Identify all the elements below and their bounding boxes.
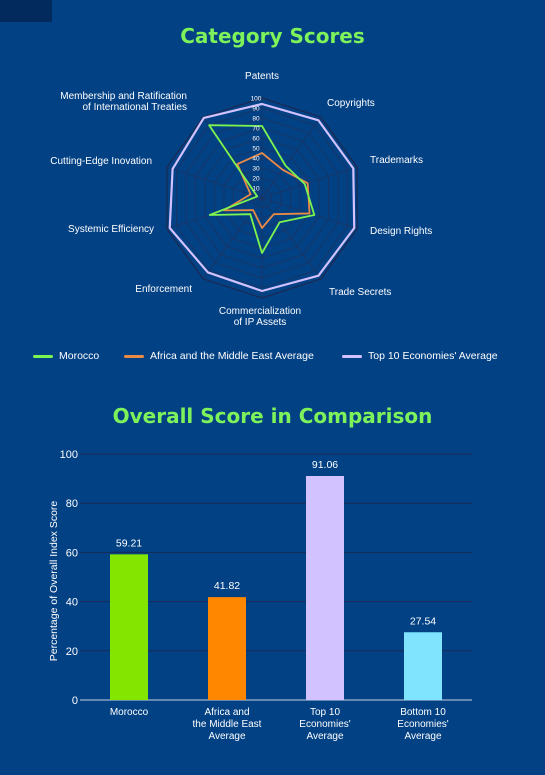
bar-bottom10 [404, 632, 442, 700]
bar-chart-title: Overall Score in Comparison [112, 404, 433, 428]
radar-axis-label: Trade Secrets [329, 287, 391, 298]
radar-axis-label: Copyrights [327, 98, 375, 109]
radar-chart-title: Category Scores [180, 24, 365, 48]
bar-morocco [110, 554, 148, 700]
radar-spoke [202, 197, 263, 280]
x-category-label: Top 10 [310, 707, 340, 718]
legend-label-top10: Top 10 Economies' Average [368, 350, 498, 362]
corner-block [0, 0, 52, 22]
legend-label-africa: Africa and the Middle East Average [150, 350, 314, 362]
x-category-label: Economies' [397, 719, 448, 730]
y-tick-label: 60 [66, 547, 78, 559]
radar-tick-label: 20 [252, 176, 260, 183]
radar-tick-label: 30 [252, 166, 260, 173]
radar-tick-label: 70 [252, 126, 260, 133]
bar-africa [208, 597, 246, 700]
y-tick-label: 0 [72, 695, 78, 707]
radar-series-top10 [168, 102, 356, 293]
radar-spoke [261, 197, 322, 280]
legend-item-africa: Africa and the Middle East Average [124, 350, 314, 362]
radar-axis-label: Design Rights [370, 226, 432, 237]
radar-axis-label: Commercialization [219, 306, 301, 317]
radar-legend: Morocco Africa and the Middle East Avera… [0, 350, 545, 366]
x-category-label: Africa and [204, 707, 249, 718]
radar-axis-label: of IP Assets [234, 317, 287, 328]
y-tick-label: 100 [60, 449, 78, 461]
bar-value-label: 27.54 [410, 615, 436, 627]
radar-tick-label: 40 [252, 156, 260, 163]
legend-swatch-africa [124, 354, 144, 358]
y-tick-label: 80 [66, 498, 78, 510]
radar-tick-label: 10 [252, 186, 260, 193]
bar-value-label: 41.82 [214, 580, 240, 592]
x-category-label: Bottom 10 [400, 707, 446, 718]
radar-axis-label: of International Treaties [82, 102, 187, 113]
x-category-label: Average [306, 731, 344, 742]
radar-spoke [261, 166, 358, 199]
bar-chart: 0 20 40 60 80 100 Percentage of Overall Index … [48, 449, 472, 742]
radar-axis-label: Trademarks [370, 155, 423, 166]
radar-axis-label: Enforcement [135, 284, 192, 295]
legend-item-top10: Top 10 Economies' Average [342, 350, 498, 362]
y-tick-label: 20 [66, 646, 78, 658]
radar-tick-label: 50 [252, 146, 260, 153]
radar-chart: 10 20 30 40 50 60 70 80 90 100 Patents Copyrights Tr… [50, 71, 432, 328]
x-category-label: the Middle East [193, 719, 262, 730]
x-category-label: Morocco [110, 707, 149, 718]
radar-tick-label: 100 [251, 96, 262, 103]
radar-tick-label: 60 [252, 136, 260, 143]
x-category-label: Average [208, 731, 246, 742]
bar-top10 [306, 475, 344, 700]
radar-tick-label: 80 [252, 116, 260, 123]
radar-spoke [261, 116, 322, 199]
y-tick-label: 40 [66, 597, 78, 609]
radar-axis-label: Patents [245, 71, 279, 82]
x-category-label: Economies' [299, 719, 350, 730]
radar-axis-label: Cutting-Edge Inovation [50, 156, 152, 167]
legend-swatch-morocco [33, 354, 53, 358]
legend-item-morocco: Morocco [33, 350, 99, 362]
x-category-label: Average [404, 731, 442, 742]
radar-axis-label: Membership and Ratification [60, 91, 187, 102]
radar-series-morocco [208, 124, 316, 254]
radar-tick-label: 90 [252, 106, 260, 113]
radar-spoke [166, 166, 263, 199]
legend-swatch-top10 [342, 354, 362, 358]
bar-value-label: 59.21 [116, 537, 142, 549]
y-axis-title: Percentage of Overall Index Score [48, 501, 60, 662]
radar-axis-label: Systemic Efficiency [68, 224, 154, 235]
bar-value-label: 91.06 [312, 459, 338, 471]
legend-label-morocco: Morocco [59, 350, 100, 362]
